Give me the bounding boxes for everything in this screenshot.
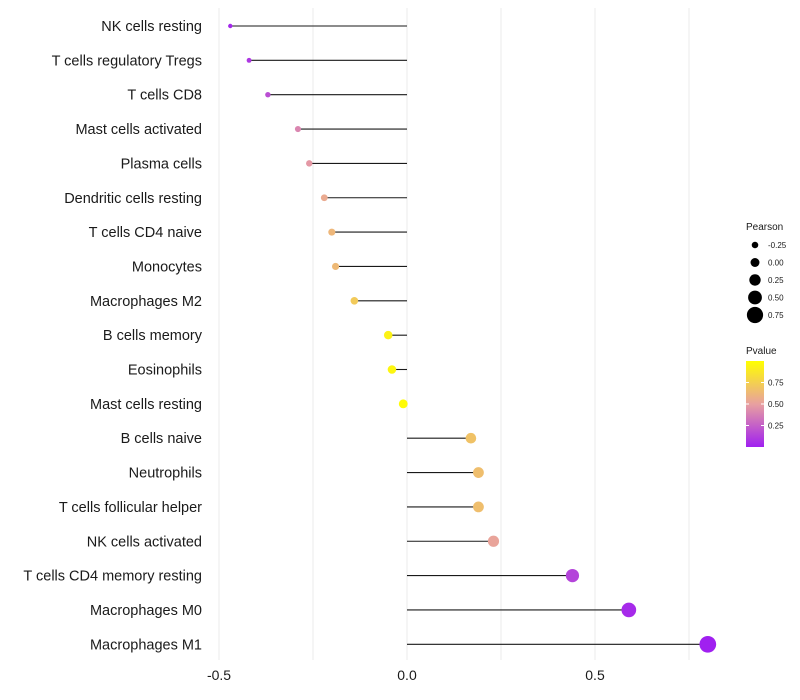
- size-legend-label: 0.25: [768, 276, 784, 285]
- lollipop-point: [387, 365, 397, 374]
- lollipop-point: [350, 297, 359, 305]
- y-tick-label: Plasma cells: [121, 156, 202, 172]
- color-legend-label: 0.50: [768, 400, 784, 409]
- lollipop-point: [228, 23, 233, 29]
- lollipop-point: [473, 501, 484, 513]
- lollipop-point: [487, 535, 500, 547]
- y-tick-label: Macrophages M0: [90, 603, 202, 619]
- x-tick-label: 0.0: [397, 667, 417, 683]
- lollipop-point: [565, 568, 580, 583]
- grid-layer: [218, 8, 690, 660]
- size-legend-key: [748, 290, 762, 305]
- y-tick-label: Mast cells resting: [90, 397, 202, 413]
- size-legend-label: -0.25: [768, 241, 787, 250]
- size-legend-key: [750, 258, 760, 267]
- size-legend: Pearson -0.25 0.00 0.25 0.50 0.75: [746, 222, 787, 324]
- y-tick-label: NK cells resting: [101, 19, 202, 35]
- y-tick-label: B cells naive: [121, 431, 202, 447]
- lollipop-point: [383, 330, 393, 340]
- y-tick-label: T cells follicular helper: [59, 500, 202, 516]
- y-tick-label: Macrophages M2: [90, 294, 202, 310]
- size-legend-label: 0.00: [768, 259, 784, 268]
- lollipop-point: [621, 602, 637, 618]
- lollipop-point: [398, 399, 408, 409]
- y-tick-label: Monocytes: [132, 259, 202, 275]
- lollipop-point: [294, 125, 302, 133]
- pvalue-colorbar: [746, 361, 764, 447]
- y-axis-labels: NK cells resting T cells regulatory Tregs…: [23, 19, 202, 653]
- y-tick-label: T cells CD4 memory resting: [23, 569, 202, 585]
- color-legend: Pvalue 0.25 0.50 0.75: [746, 346, 784, 447]
- size-legend-title: Pearson: [746, 222, 783, 233]
- lollipop-point: [306, 160, 313, 167]
- y-tick-label: Dendritic cells resting: [64, 191, 202, 207]
- segment-layer: [230, 25, 708, 645]
- size-legend-key: [749, 274, 761, 286]
- lollipop-point: [328, 228, 336, 236]
- y-tick-label: T cells regulatory Tregs: [52, 53, 202, 69]
- y-tick-label: T cells CD4 naive: [89, 225, 202, 241]
- lollipop-point: [332, 262, 340, 271]
- color-legend-label: 0.75: [768, 379, 784, 388]
- y-tick-label: B cells memory: [103, 328, 203, 344]
- lollipop-point: [699, 635, 717, 653]
- lollipop-point: [465, 432, 477, 444]
- color-legend-title: Pvalue: [746, 346, 777, 357]
- size-legend-label: 0.50: [768, 294, 784, 303]
- x-axis-ticks: -0.5 0.0 0.5: [207, 667, 605, 683]
- lollipop-point: [246, 57, 252, 63]
- y-tick-label: Mast cells activated: [75, 122, 202, 138]
- size-legend-key: [746, 306, 764, 324]
- y-tick-label: Eosinophils: [128, 363, 202, 379]
- y-tick-label: T cells CD8: [127, 88, 202, 104]
- color-legend-label: 0.25: [768, 422, 784, 431]
- point-layer: [228, 23, 717, 653]
- x-tick-label: 0.5: [585, 667, 605, 683]
- x-tick-label: -0.5: [207, 667, 231, 683]
- lollipop-point: [265, 92, 271, 98]
- lollipop-point: [473, 467, 484, 478]
- y-tick-label: NK cells activated: [87, 534, 202, 550]
- lollipop-point: [320, 194, 328, 202]
- size-legend-key: [751, 241, 759, 249]
- y-tick-label: Neutrophils: [129, 466, 202, 482]
- size-legend-label: 0.75: [768, 311, 784, 320]
- y-tick-label: Macrophages M1: [90, 637, 202, 653]
